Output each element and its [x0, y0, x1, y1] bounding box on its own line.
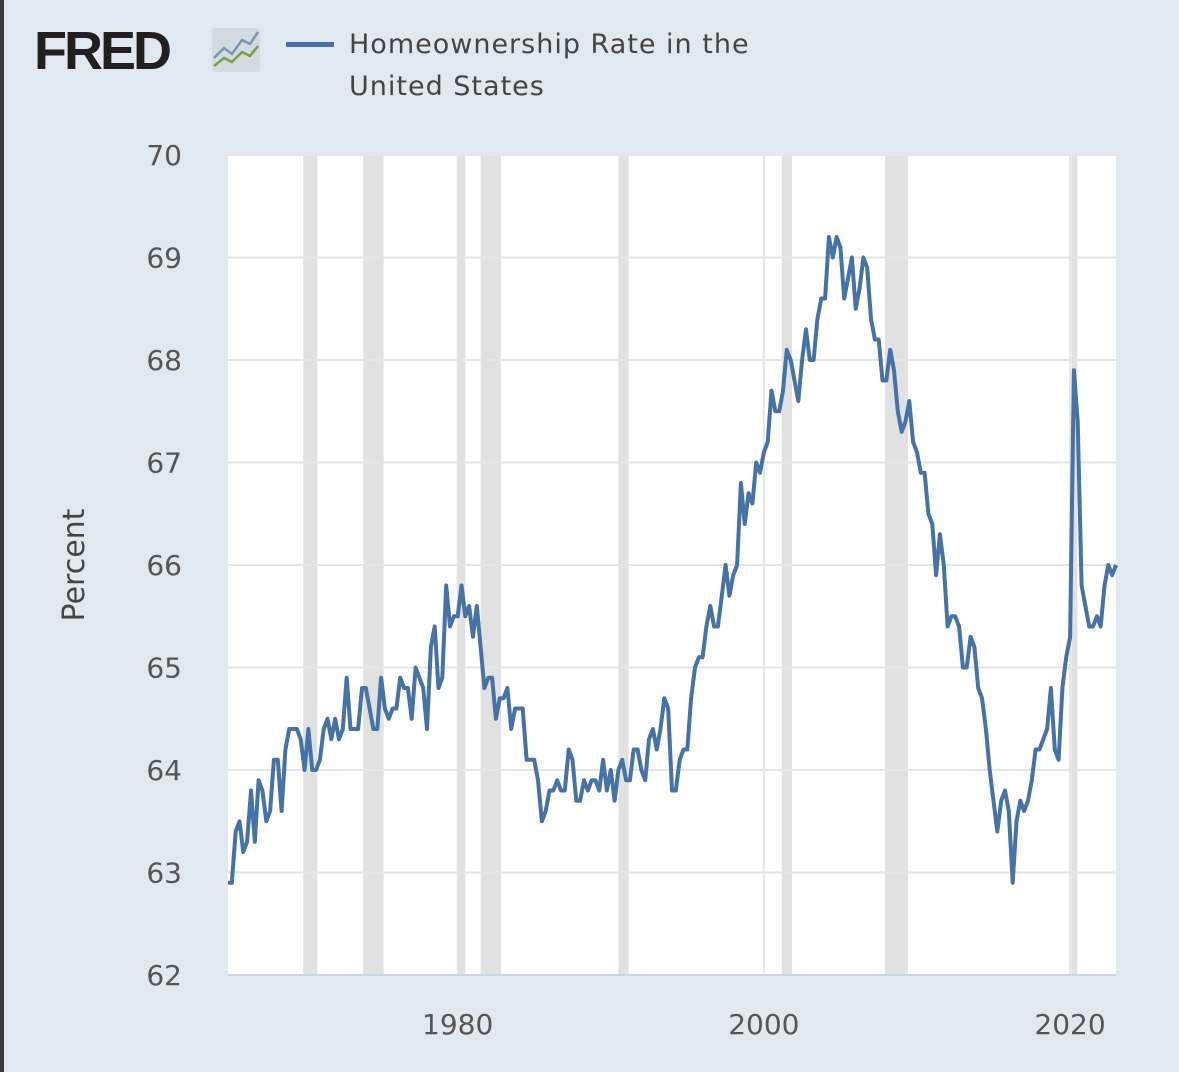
legend-series-label: Homeownership Rate in the United States [349, 29, 750, 102]
fred-chart-icon [212, 28, 260, 72]
legend-series-swatch [286, 42, 334, 47]
fred-logo[interactable]: FRED [34, 21, 172, 81]
y-tick-label: 70 [146, 139, 182, 172]
series-line-homeownership-rate [228, 235, 1118, 885]
x-tick-label: 1980 [422, 1008, 493, 1041]
y-tick-label: 66 [146, 549, 182, 582]
y-axis-label: Percent [57, 508, 92, 621]
y-tick-label: 68 [146, 344, 182, 377]
y-tick-label: 65 [146, 652, 182, 685]
y-tick-label: 62 [146, 959, 182, 992]
x-tick-label: 2000 [728, 1008, 799, 1041]
y-tick-label: 63 [146, 857, 182, 890]
y-tick-label: 69 [146, 242, 182, 275]
y-tick-label: 67 [146, 447, 182, 480]
x-tick-label: 2020 [1034, 1008, 1105, 1041]
window-edge [0, 0, 4, 1072]
y-tick-label: 64 [146, 754, 182, 787]
